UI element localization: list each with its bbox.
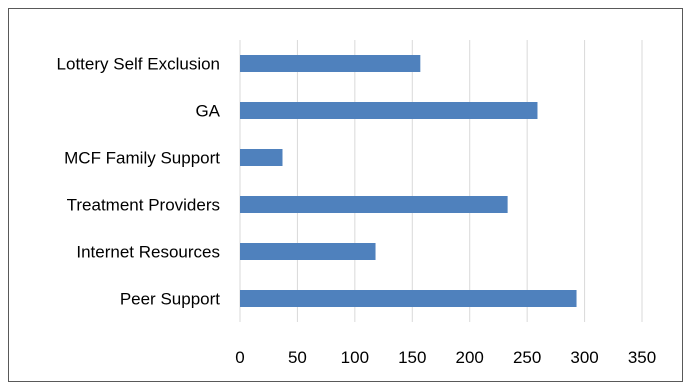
x-tick-label: 100: [341, 348, 369, 367]
bar: [240, 102, 538, 119]
bar: [240, 149, 283, 166]
x-tick-label: 50: [288, 348, 307, 367]
category-label: Peer Support: [120, 290, 220, 309]
bars: [240, 55, 577, 307]
category-label: Lottery Self Exclusion: [57, 55, 220, 74]
x-tick-label: 150: [398, 348, 426, 367]
bar: [240, 55, 421, 72]
bar: [240, 290, 577, 307]
x-tick-label: 0: [235, 348, 244, 367]
category-label: Treatment Providers: [67, 196, 220, 215]
x-tick-label: 350: [628, 348, 656, 367]
category-label: GA: [195, 102, 220, 121]
x-tick-label: 300: [570, 348, 598, 367]
x-tick-labels: 0 50 100 150 200 250 300 350: [235, 348, 656, 367]
gridlines: [239, 40, 643, 322]
category-label: Internet Resources: [76, 243, 220, 262]
x-tick-label: 200: [456, 348, 484, 367]
category-label: MCF Family Support: [64, 149, 220, 168]
bar: [240, 196, 508, 213]
x-tick-label: 250: [513, 348, 541, 367]
category-labels: Lottery Self Exclusion GA MCF Family Suppo…: [57, 55, 221, 309]
bar: [240, 243, 376, 260]
